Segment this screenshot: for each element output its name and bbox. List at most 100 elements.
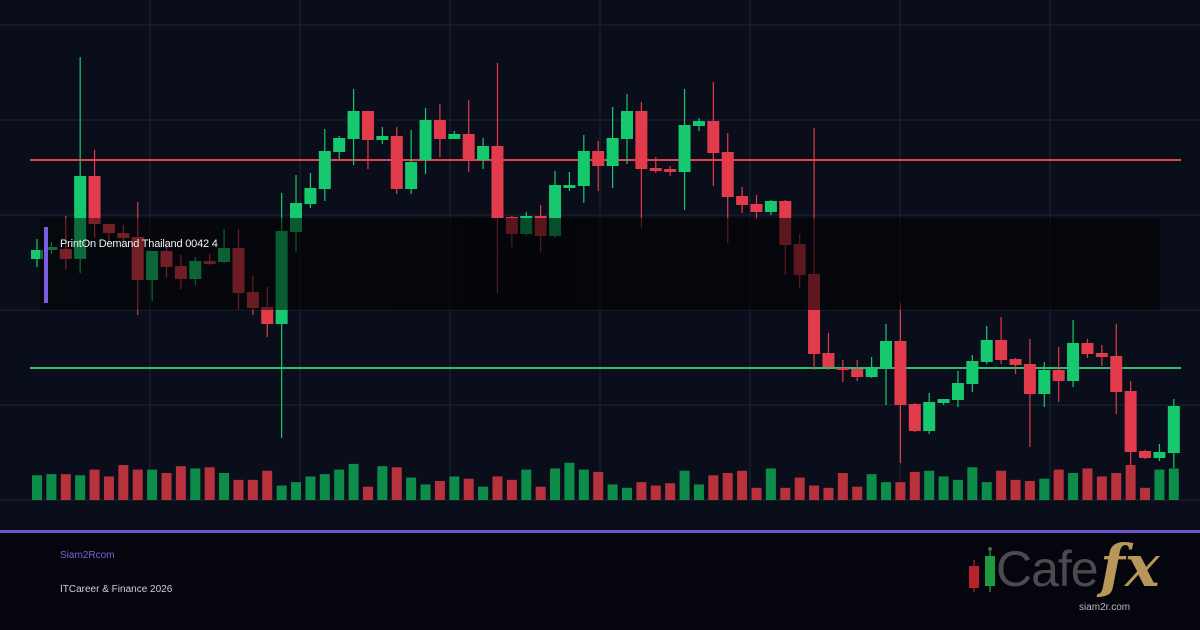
candle-body <box>448 134 461 139</box>
candle <box>361 111 374 169</box>
volume-bar <box>535 486 546 500</box>
candle <box>635 102 648 228</box>
candle <box>419 108 432 174</box>
volume-bar <box>1053 469 1064 500</box>
volume-bar <box>909 471 920 500</box>
candle <box>347 89 360 165</box>
candle-body <box>894 341 907 405</box>
candle <box>1067 320 1080 387</box>
candle-body <box>678 125 691 172</box>
candle <box>1139 450 1152 459</box>
volume-bar <box>420 484 431 500</box>
volume-bar <box>521 469 532 500</box>
candle-body <box>563 185 576 188</box>
volume-bar <box>377 466 388 500</box>
volume-bar <box>118 465 129 500</box>
volume-bar <box>1125 465 1136 500</box>
candle <box>448 131 461 139</box>
volume-bar <box>708 475 719 500</box>
candle-body <box>1124 391 1137 452</box>
candle <box>1095 345 1108 366</box>
candle <box>836 360 849 382</box>
volume-bar <box>103 476 114 500</box>
candle <box>477 138 490 169</box>
logo-wordmark: Cafe <box>996 541 1099 597</box>
candle-body <box>462 134 475 160</box>
volume-bar <box>348 463 359 500</box>
candle-body <box>1095 353 1108 357</box>
candle <box>333 136 346 159</box>
candle-body <box>721 152 734 197</box>
candle-body <box>88 176 101 224</box>
candle <box>851 360 864 381</box>
candle <box>995 317 1008 364</box>
volume-bar <box>881 482 892 500</box>
volume-bar <box>247 479 258 500</box>
candle-body <box>937 399 950 403</box>
volume-bars <box>32 462 1179 500</box>
candle <box>822 333 835 370</box>
volume-bar <box>1082 468 1093 500</box>
volume-bar <box>621 487 632 500</box>
candle-body <box>822 353 835 367</box>
volume-bar <box>46 474 57 500</box>
volume-bar <box>506 479 517 500</box>
candle-body <box>635 111 648 169</box>
volume-bar <box>794 477 805 500</box>
candle-body <box>606 138 619 166</box>
candle <box>894 303 907 463</box>
candle-body <box>1009 359 1022 365</box>
volume-bar <box>276 485 287 500</box>
candle <box>577 135 590 203</box>
annotation-accent-bar <box>44 227 48 303</box>
candle <box>880 324 893 405</box>
candle-body <box>908 404 921 431</box>
candle <box>678 89 691 210</box>
volume-bar <box>291 482 302 500</box>
candle-body <box>419 120 432 160</box>
candle <box>707 82 720 186</box>
candle <box>980 326 993 364</box>
volume-bar <box>463 478 474 500</box>
footer-site-link[interactable]: Siam2Rcom <box>60 550 115 561</box>
candle-body <box>1110 356 1123 392</box>
volume-bar <box>190 468 201 500</box>
volume-bar <box>1039 478 1050 500</box>
candle <box>966 355 979 392</box>
candle-body <box>390 136 403 189</box>
candle-body <box>1023 364 1036 394</box>
candle <box>1153 444 1166 461</box>
candle <box>1038 362 1051 407</box>
candle-body <box>1153 452 1166 458</box>
volume-bar <box>938 476 949 500</box>
volume-bar <box>478 486 489 500</box>
candle-body <box>1167 406 1180 453</box>
footer-tagline: ITCareer & Finance 2026 <box>60 584 173 595</box>
volume-bar <box>1010 479 1021 500</box>
candle <box>923 393 936 434</box>
volume-bar <box>636 482 647 500</box>
volume-bar <box>650 485 661 500</box>
candle-body <box>376 136 389 140</box>
volume-bar <box>1140 487 1151 500</box>
candle-body <box>620 111 633 139</box>
candle-body <box>851 369 864 377</box>
volume-bar <box>809 485 820 500</box>
volume-bar <box>60 474 71 500</box>
candle-body <box>304 188 317 204</box>
volume-bar <box>132 469 143 500</box>
candle <box>908 403 921 432</box>
candle-body <box>750 204 763 212</box>
candle <box>764 200 777 215</box>
candle <box>1052 347 1065 402</box>
volume-bar <box>967 467 978 500</box>
volume-bar <box>665 483 676 500</box>
volume-bar <box>434 481 445 500</box>
volume-bar <box>737 470 748 500</box>
candle <box>736 187 749 213</box>
volume-bar <box>823 487 834 500</box>
candle-body <box>1067 343 1080 381</box>
footer <box>0 533 1200 630</box>
candle <box>1167 399 1180 468</box>
volume-bar <box>391 467 402 500</box>
